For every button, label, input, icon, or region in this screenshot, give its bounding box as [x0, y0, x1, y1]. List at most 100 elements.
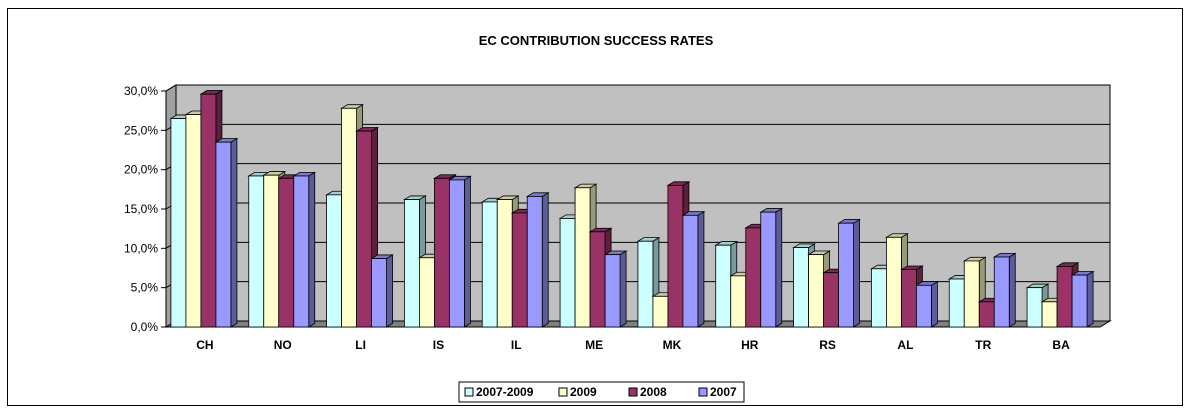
bar-side — [464, 175, 471, 328]
bar-side — [931, 281, 938, 328]
bar-LI-2007 — [370, 254, 395, 328]
bar-front — [715, 244, 732, 328]
bar-front — [682, 214, 699, 328]
bar-HR-2007 — [759, 207, 784, 328]
legend-swatch — [464, 387, 474, 397]
bar-side — [697, 210, 705, 328]
bar-side — [386, 254, 393, 328]
chart-frame: EC CONTRIBUTION SUCCESS RATES 0,0% 5,0% 10… — [7, 8, 1183, 406]
bar-RS-2007 — [837, 218, 862, 328]
bar-front — [419, 257, 435, 328]
bar-front — [871, 268, 887, 328]
bar-front — [326, 194, 342, 328]
y-axis-ticks: 0,0% 5,0% 10,0% 15,0% 20,0% 25,0% 30,0% — [124, 84, 1100, 334]
x-category-label: HR — [741, 338, 759, 352]
legend: 2007-2009 2009 2008 2007 — [458, 381, 745, 403]
x-category-label: TR — [975, 338, 991, 352]
legend-swatch — [558, 387, 568, 397]
bar-front — [1071, 274, 1088, 328]
bar-side — [1008, 252, 1016, 328]
bar-front — [886, 236, 902, 328]
y-tick-label: 25,0% — [124, 123, 158, 137]
x-axis-categories: CH NO LI IS IL ME MK HR RS AL TR BA — [196, 338, 1070, 352]
x-category-label: RS — [819, 338, 836, 352]
bar-front — [1056, 266, 1073, 328]
bar-front — [823, 272, 839, 328]
bar-front — [589, 231, 606, 328]
bar-front — [185, 114, 202, 328]
y-tick-label: 15,0% — [124, 202, 158, 216]
bar-AL-2007 — [914, 281, 939, 328]
y-tick-label: 0,0% — [131, 320, 159, 334]
x-category-label: MK — [663, 338, 682, 352]
bar-front — [963, 260, 980, 328]
bar-front — [404, 199, 420, 328]
bar-front — [481, 201, 498, 328]
bar-front — [215, 141, 232, 328]
bar-TR-2007 — [992, 252, 1017, 328]
bar-front — [341, 107, 357, 328]
bar-front — [1026, 287, 1043, 328]
bar-front — [993, 256, 1010, 328]
bar-front — [170, 118, 187, 328]
bar-front — [838, 222, 854, 328]
y-tick-label: 5,0% — [131, 281, 159, 295]
gridline-side — [165, 84, 177, 92]
chart-title: EC CONTRIBUTION SUCCESS RATES — [479, 33, 714, 48]
bar-front — [434, 177, 450, 328]
x-category-label: ME — [585, 338, 603, 352]
y-tick-label: 30,0% — [124, 84, 158, 98]
legend-box — [458, 381, 745, 403]
bar-front — [760, 211, 777, 328]
bar-front — [793, 247, 809, 328]
legend-label: 2009 — [570, 385, 597, 399]
x-category-label: NO — [274, 338, 292, 352]
legend-label: 2008 — [640, 385, 667, 399]
chart-svg: EC CONTRIBUTION SUCCESS RATES 0,0% 5,0% 10… — [124, 33, 1112, 403]
x-category-label: IL — [511, 338, 522, 352]
bar-MK-2007 — [681, 210, 706, 328]
bar-NO-2007 — [292, 171, 317, 328]
bar-CH-2007 — [214, 137, 239, 328]
legend-swatch — [698, 387, 708, 397]
bar-front — [978, 301, 995, 328]
bar-front — [730, 275, 747, 328]
bar-front — [356, 130, 372, 328]
legend-label: 2007 — [710, 385, 737, 399]
bar-front — [948, 278, 965, 328]
x-category-label: IS — [433, 338, 444, 352]
bar-front — [652, 295, 669, 328]
x-category-label: AL — [897, 338, 913, 352]
bar-IL-2007 — [525, 192, 550, 328]
bar-front — [604, 254, 621, 328]
bar-side — [853, 218, 860, 328]
bar-front — [511, 212, 528, 328]
bar-side — [230, 137, 238, 328]
x-category-label: LI — [355, 338, 366, 352]
bar-front — [901, 269, 917, 328]
y-tick-label: 20,0% — [124, 163, 158, 177]
bar-front — [745, 227, 762, 328]
bar-IS-2007 — [447, 175, 472, 328]
x-category-label: CH — [196, 338, 213, 352]
bar-front — [278, 177, 295, 328]
bar-front — [637, 240, 654, 328]
x-category-label: BA — [1052, 338, 1070, 352]
bar-front — [574, 187, 591, 328]
bar-side — [541, 192, 549, 328]
y-tick-label: 10,0% — [124, 241, 158, 255]
bar-side — [1086, 270, 1094, 328]
bar-front — [449, 179, 465, 328]
bar-front — [808, 254, 824, 328]
bar-ME-2007 — [603, 250, 628, 328]
bar-front — [667, 184, 684, 328]
bar-front — [371, 258, 387, 328]
bar-front — [248, 175, 265, 328]
bar-side — [308, 171, 316, 328]
bar-front — [200, 93, 217, 328]
legend-label: 2007-2009 — [476, 385, 534, 399]
bar-front — [1041, 301, 1058, 328]
bar-side — [619, 250, 627, 328]
legend-swatch — [628, 387, 638, 397]
bar-front — [263, 174, 280, 328]
